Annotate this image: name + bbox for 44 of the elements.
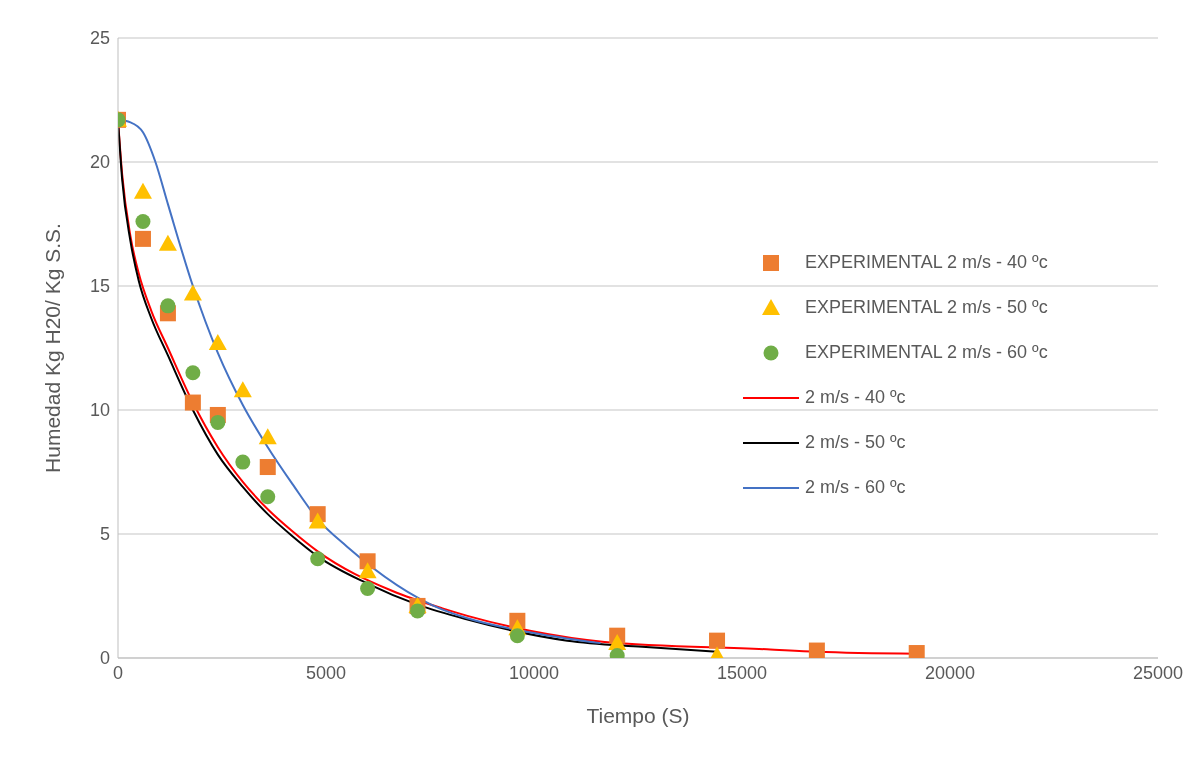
legend-label: EXPERIMENTAL 2 m/s - 60 ºc — [805, 342, 1048, 363]
x-tick-label: 20000 — [924, 662, 976, 683]
y-tick-label: 10 — [89, 400, 110, 421]
y-tick-label: 0 — [99, 648, 110, 669]
point — [808, 642, 825, 658]
point — [233, 381, 252, 398]
point — [160, 298, 176, 314]
legend-label: EXPERIMENTAL 2 m/s - 50 ºc — [805, 297, 1048, 318]
point — [183, 284, 202, 301]
point — [210, 414, 226, 430]
x-tick-label: 15000 — [716, 662, 768, 683]
point — [410, 603, 426, 619]
point — [608, 634, 627, 651]
point — [235, 454, 251, 470]
point — [310, 551, 326, 567]
x-axis-title: Tiempo (S) — [586, 704, 690, 727]
point — [258, 428, 277, 445]
point — [133, 182, 152, 199]
point — [135, 214, 151, 230]
x-tick-label: 10000 — [508, 662, 560, 683]
x-tick-label: 5000 — [305, 662, 347, 683]
point — [260, 489, 276, 505]
point — [184, 394, 201, 411]
y-axis-title: Humedad Kg H20/ Kg S.S. — [41, 223, 65, 473]
point — [358, 562, 377, 579]
point — [360, 581, 376, 597]
legend-label: EXPERIMENTAL 2 m/s - 40 ºc — [805, 252, 1048, 273]
legend-label: 2 m/s - 50 ºc — [805, 432, 906, 453]
y-tick-label: 15 — [89, 276, 110, 297]
point — [208, 334, 227, 351]
y-tick-label: 5 — [99, 524, 110, 545]
legend-label: 2 m/s - 40 ºc — [805, 387, 906, 408]
point — [308, 512, 327, 529]
point — [259, 459, 276, 476]
point — [134, 230, 151, 247]
legend-label: 2 m/s - 60 ºc — [805, 477, 906, 498]
x-tick-label: 0 — [112, 662, 124, 683]
point — [185, 365, 201, 381]
y-tick-label: 25 — [89, 28, 110, 49]
y-tick-label: 20 — [89, 152, 110, 173]
point — [158, 234, 177, 251]
point — [509, 628, 525, 644]
point — [709, 632, 726, 649]
x-tick-label: 25000 — [1132, 662, 1184, 683]
